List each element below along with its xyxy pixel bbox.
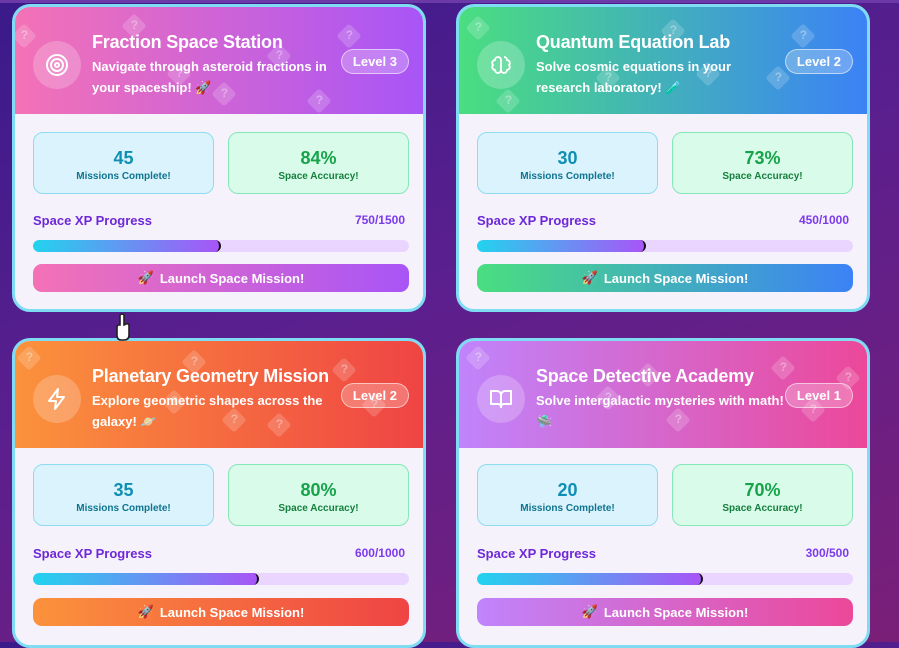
level-badge: Level 3 <box>340 49 409 74</box>
level-badge: Level 1 <box>784 383 853 408</box>
xp-progress-label: Space XP Progress <box>33 546 152 561</box>
rocket-icon: 🚀 <box>581 604 598 619</box>
card-header: Quantum Equation Lab Solve cosmic equati… <box>459 7 867 114</box>
accuracy-stat: 73% Space Accuracy! <box>672 132 853 194</box>
xp-progress-fill <box>33 573 259 585</box>
xp-progress-fill <box>477 240 647 252</box>
rocket-icon: 🚀 <box>137 270 154 285</box>
missions-label: Missions Complete! <box>76 503 171 514</box>
xp-progress-bar <box>477 240 853 252</box>
xp-progress-fill <box>477 573 703 585</box>
card-title: Space Detective Academy <box>536 366 754 386</box>
missions-count: 30 <box>557 148 578 168</box>
missions-stat: 20 Missions Complete! <box>477 464 658 526</box>
missions-count: 20 <box>557 480 578 500</box>
missions-label: Missions Complete! <box>520 503 615 514</box>
missions-stat: 45 Missions Complete! <box>33 132 214 194</box>
mission-card-equation[interactable]: Quantum Equation Lab Solve cosmic equati… <box>456 4 870 312</box>
xp-progress-count: 300/500 <box>805 546 849 560</box>
xp-progress-fill <box>33 240 221 252</box>
accuracy-label: Space Accuracy! <box>278 171 359 182</box>
mission-card-detective[interactable]: Space Detective Academy Solve intergalac… <box>456 338 870 648</box>
xp-progress-count: 450/1000 <box>798 213 849 227</box>
xp-progress-label: Space XP Progress <box>477 546 596 561</box>
accuracy-label: Space Accuracy! <box>722 171 803 182</box>
launch-label: Launch Space Mission! <box>603 270 749 286</box>
missions-stat: 35 Missions Complete! <box>33 464 214 526</box>
card-header: Planetary Geometry Mission Explore geome… <box>15 341 423 448</box>
accuracy-value: 84% <box>300 148 337 168</box>
rocket-icon: 🚀 <box>137 604 154 619</box>
launch-mission-button[interactable]: 🚀 Launch Space Mission! <box>33 264 409 292</box>
xp-progress-count: 600/1000 <box>354 546 405 560</box>
launch-mission-button[interactable]: 🚀 Launch Space Mission! <box>33 598 409 626</box>
level-badge: Level 2 <box>784 49 853 74</box>
accuracy-value: 70% <box>744 480 781 500</box>
accuracy-stat: 80% Space Accuracy! <box>228 464 409 526</box>
missions-count: 45 <box>113 148 134 168</box>
brain-icon <box>477 41 525 89</box>
accuracy-value: 73% <box>744 148 781 168</box>
accuracy-label: Space Accuracy! <box>722 503 803 514</box>
target-icon <box>33 41 81 89</box>
accuracy-label: Space Accuracy! <box>278 503 359 514</box>
launch-label: Launch Space Mission! <box>159 270 305 286</box>
book-icon <box>477 375 525 423</box>
card-header: Space Detective Academy Solve intergalac… <box>459 341 867 448</box>
card-title: Fraction Space Station <box>92 32 283 52</box>
xp-progress-bar <box>477 573 853 585</box>
launch-label: Launch Space Mission! <box>603 604 749 620</box>
lightning-icon <box>33 375 81 423</box>
accuracy-value: 80% <box>300 480 337 500</box>
card-description: Solve cosmic equations in your research … <box>536 59 732 95</box>
level-badge: Level 2 <box>340 383 409 408</box>
card-description: Solve intergalactic mysteries with math!… <box>536 393 784 429</box>
missions-label: Missions Complete! <box>520 171 615 182</box>
xp-progress-count: 750/1500 <box>354 213 405 227</box>
xp-progress-bar <box>33 240 409 252</box>
rocket-icon: 🚀 <box>581 270 598 285</box>
xp-progress-label: Space XP Progress <box>33 213 152 228</box>
card-title: Planetary Geometry Mission <box>92 366 329 386</box>
launch-label: Launch Space Mission! <box>159 604 305 620</box>
card-description: Navigate through asteroid fractions in y… <box>92 59 327 95</box>
card-title: Quantum Equation Lab <box>536 32 730 52</box>
accuracy-stat: 84% Space Accuracy! <box>228 132 409 194</box>
top-divider <box>0 0 899 3</box>
xp-progress-label: Space XP Progress <box>477 213 596 228</box>
missions-count: 35 <box>113 480 134 500</box>
hand-cursor-icon <box>116 313 130 341</box>
accuracy-stat: 70% Space Accuracy! <box>672 464 853 526</box>
card-header: Fraction Space Station Navigate through … <box>15 7 423 114</box>
launch-mission-button[interactable]: 🚀 Launch Space Mission! <box>477 598 853 626</box>
missions-label: Missions Complete! <box>76 171 171 182</box>
card-description: Explore geometric shapes across the gala… <box>92 393 323 429</box>
mission-card-geometry[interactable]: Planetary Geometry Mission Explore geome… <box>12 338 426 648</box>
mission-card-fraction[interactable]: Fraction Space Station Navigate through … <box>12 4 426 312</box>
xp-progress-bar <box>33 573 409 585</box>
launch-mission-button[interactable]: 🚀 Launch Space Mission! <box>477 264 853 292</box>
missions-stat: 30 Missions Complete! <box>477 132 658 194</box>
